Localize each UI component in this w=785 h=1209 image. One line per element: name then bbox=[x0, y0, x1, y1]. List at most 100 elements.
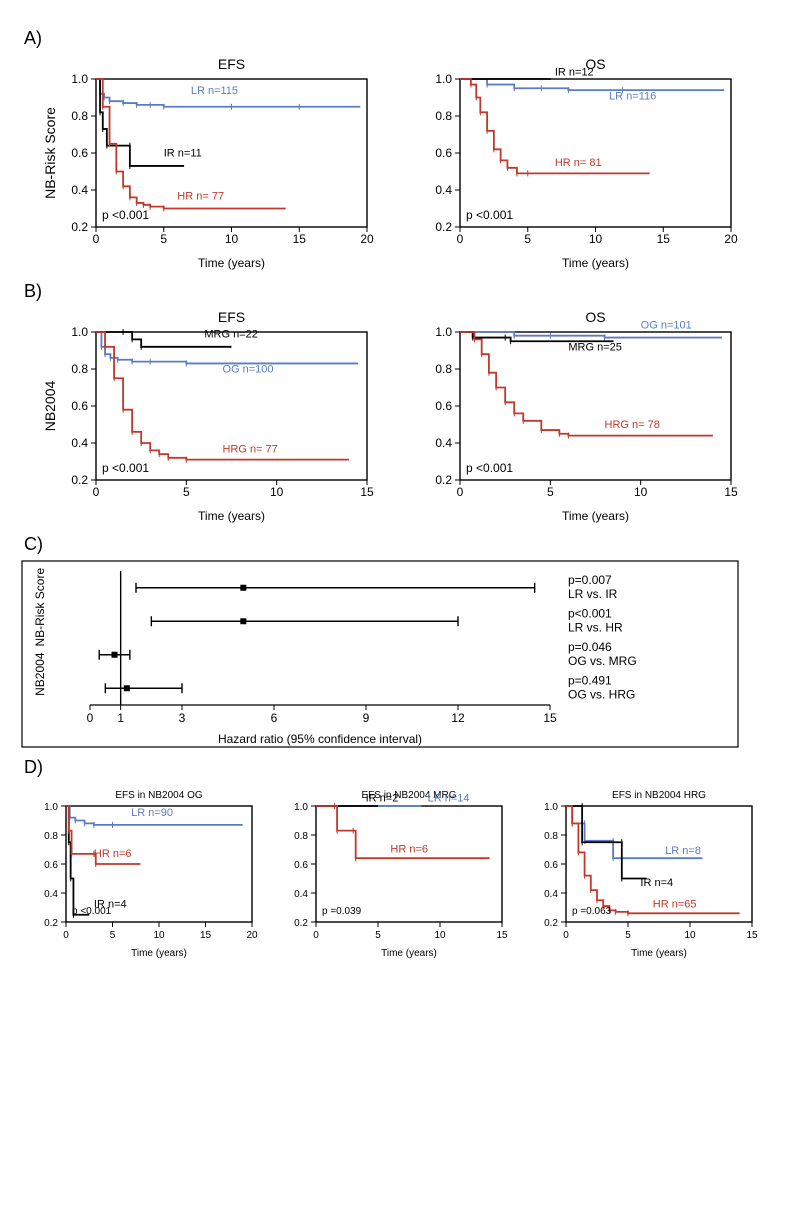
svg-text:10: 10 bbox=[434, 930, 446, 941]
svg-text:5: 5 bbox=[160, 232, 167, 246]
svg-text:p=0.491: p=0.491 bbox=[568, 673, 612, 687]
svg-text:0.8: 0.8 bbox=[71, 109, 88, 123]
svg-text:0: 0 bbox=[313, 930, 319, 941]
svg-text:0.4: 0.4 bbox=[435, 436, 452, 450]
svg-text:0.4: 0.4 bbox=[44, 889, 58, 900]
svg-text:HR n=6: HR n=6 bbox=[390, 843, 428, 855]
panel-c-forest: 013691215Hazard ratio (95% confidence in… bbox=[20, 559, 765, 749]
svg-text:0.8: 0.8 bbox=[544, 831, 558, 842]
svg-text:Time (years): Time (years) bbox=[198, 256, 265, 270]
svg-text:12: 12 bbox=[451, 711, 465, 725]
svg-text:20: 20 bbox=[246, 930, 258, 941]
panel-d-3: EFS in NB2004 HRGTime (years)0510150.20.… bbox=[524, 782, 762, 962]
svg-text:0.4: 0.4 bbox=[544, 889, 558, 900]
svg-text:15: 15 bbox=[724, 485, 738, 499]
svg-text:1.0: 1.0 bbox=[544, 802, 558, 813]
panel-d-1: EFS in NB2004 OGTime (years)051015200.20… bbox=[24, 782, 262, 962]
svg-text:0.6: 0.6 bbox=[44, 860, 58, 871]
svg-text:1.0: 1.0 bbox=[294, 802, 308, 813]
panel-c-label: C) bbox=[24, 534, 765, 555]
svg-text:OS: OS bbox=[585, 309, 605, 325]
svg-text:IR n=12: IR n=12 bbox=[554, 66, 593, 78]
svg-text:15: 15 bbox=[496, 930, 508, 941]
svg-text:EFS: EFS bbox=[217, 56, 244, 72]
svg-text:0: 0 bbox=[456, 485, 463, 499]
svg-text:LR vs. IR: LR vs. IR bbox=[568, 587, 618, 601]
svg-text:5: 5 bbox=[524, 232, 531, 246]
svg-text:15: 15 bbox=[656, 232, 670, 246]
panel-d-2: EFS in NB2004 MRGTime (years)0510150.20.… bbox=[274, 782, 512, 962]
svg-text:5: 5 bbox=[625, 930, 631, 941]
svg-text:LR n=116: LR n=116 bbox=[609, 90, 656, 102]
svg-text:IR n=4: IR n=4 bbox=[640, 877, 673, 889]
svg-text:1.0: 1.0 bbox=[71, 72, 88, 86]
svg-text:0.6: 0.6 bbox=[435, 146, 452, 160]
svg-text:15: 15 bbox=[199, 930, 211, 941]
svg-text:HRG n= 78: HRG n= 78 bbox=[604, 419, 659, 431]
svg-text:0.8: 0.8 bbox=[71, 362, 88, 376]
svg-text:LR n=90: LR n=90 bbox=[131, 807, 173, 819]
svg-text:NB-Risk Score: NB-Risk Score bbox=[42, 107, 58, 199]
svg-text:0.2: 0.2 bbox=[44, 918, 58, 929]
svg-text:EFS in NB2004 HRG: EFS in NB2004 HRG bbox=[612, 790, 706, 801]
svg-text:EFS in NB2004 OG: EFS in NB2004 OG bbox=[115, 790, 202, 801]
panel-b-row: EFS NB2004 Time (years) 0 5 10 15 0.2 0.4 0.6 0.8 1… bbox=[20, 306, 765, 526]
svg-text:p <0.001: p <0.001 bbox=[102, 461, 149, 475]
svg-text:15: 15 bbox=[360, 485, 374, 499]
svg-text:p=0.007: p=0.007 bbox=[568, 573, 612, 587]
svg-text:p <0.001: p <0.001 bbox=[102, 208, 149, 222]
svg-text:0.6: 0.6 bbox=[71, 399, 88, 413]
svg-text:20: 20 bbox=[724, 232, 738, 246]
svg-text:p =0.039: p =0.039 bbox=[322, 906, 362, 917]
svg-text:EFS: EFS bbox=[217, 309, 244, 325]
svg-text:0.6: 0.6 bbox=[294, 860, 308, 871]
svg-text:Time (years): Time (years) bbox=[631, 948, 687, 959]
svg-text:0.2: 0.2 bbox=[435, 220, 452, 234]
svg-text:Time (years): Time (years) bbox=[381, 948, 437, 959]
svg-text:Hazard ratio (95% confidence i: Hazard ratio (95% confidence interval) bbox=[218, 732, 422, 746]
svg-text:OG vs. HRG: OG vs. HRG bbox=[568, 687, 635, 701]
svg-text:5: 5 bbox=[375, 930, 381, 941]
svg-text:15: 15 bbox=[746, 930, 758, 941]
svg-text:20: 20 bbox=[360, 232, 374, 246]
panel-b-left: EFSNB2004Time (years)0510150.20.40.60.81… bbox=[41, 306, 381, 526]
svg-text:HR n= 77: HR n= 77 bbox=[177, 190, 224, 202]
svg-text:Time (years): Time (years) bbox=[562, 256, 629, 270]
svg-text:OG n=100: OG n=100 bbox=[222, 364, 273, 376]
svg-text:0.2: 0.2 bbox=[71, 473, 88, 487]
svg-text:HR n= 81: HR n= 81 bbox=[554, 157, 601, 169]
svg-text:5: 5 bbox=[109, 930, 115, 941]
svg-text:1: 1 bbox=[117, 711, 124, 725]
svg-text:1.0: 1.0 bbox=[435, 325, 452, 339]
svg-text:15: 15 bbox=[543, 711, 557, 725]
svg-text:0: 0 bbox=[92, 485, 99, 499]
svg-text:HR n=6: HR n=6 bbox=[93, 848, 131, 860]
svg-text:NB2004: NB2004 bbox=[42, 380, 58, 431]
svg-text:15: 15 bbox=[292, 232, 306, 246]
svg-text:0: 0 bbox=[87, 711, 94, 725]
panel-b-right: OSTime (years)0510150.20.40.60.81.0OG n=… bbox=[405, 306, 745, 526]
svg-text:1.0: 1.0 bbox=[435, 72, 452, 86]
panel-a-label: A) bbox=[24, 28, 765, 49]
svg-text:1.0: 1.0 bbox=[71, 325, 88, 339]
panel-d-label: D) bbox=[24, 757, 765, 778]
panel-a-left: EFSNB-Risk ScoreTime (years)051015200.20… bbox=[41, 53, 381, 273]
svg-text:OG n=101: OG n=101 bbox=[640, 319, 691, 331]
svg-text:5: 5 bbox=[546, 485, 553, 499]
svg-text:0.8: 0.8 bbox=[44, 831, 58, 842]
svg-text:p<0.001: p<0.001 bbox=[568, 606, 612, 620]
svg-text:LR n=115: LR n=115 bbox=[190, 85, 237, 97]
svg-text:NB2004: NB2004 bbox=[33, 652, 47, 696]
svg-text:p=0.046: p=0.046 bbox=[568, 640, 612, 654]
svg-text:10: 10 bbox=[684, 930, 696, 941]
svg-text:0.8: 0.8 bbox=[435, 109, 452, 123]
svg-text:LR n=14: LR n=14 bbox=[427, 793, 469, 805]
svg-text:NB-Risk Score: NB-Risk Score bbox=[33, 568, 47, 647]
svg-text:0: 0 bbox=[456, 232, 463, 246]
svg-text:p <0.001: p <0.001 bbox=[72, 906, 112, 917]
svg-text:IR n=11: IR n=11 bbox=[163, 148, 201, 160]
svg-text:Time (years): Time (years) bbox=[198, 509, 265, 523]
svg-text:0.8: 0.8 bbox=[294, 831, 308, 842]
svg-text:10: 10 bbox=[153, 930, 165, 941]
svg-text:10: 10 bbox=[633, 485, 647, 499]
